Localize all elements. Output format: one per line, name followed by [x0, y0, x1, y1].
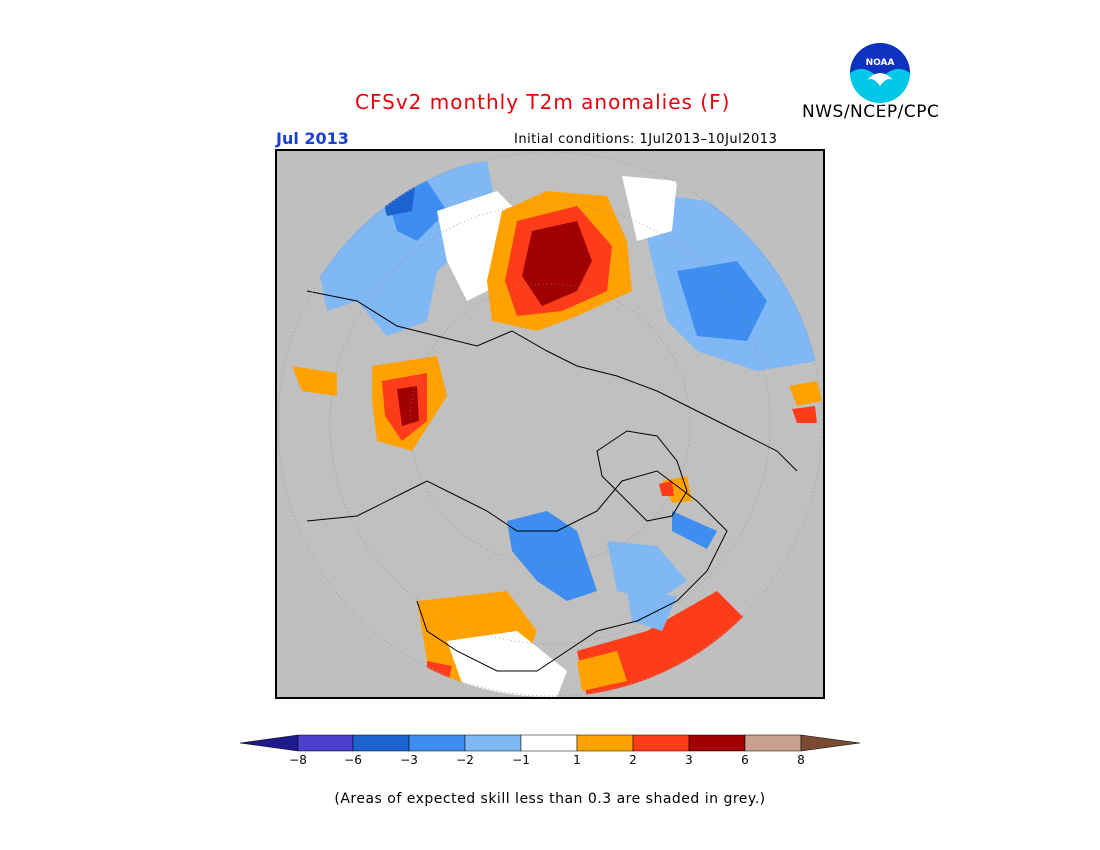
latitude-circle-inner: [409, 283, 691, 565]
forecast-month-label: Jul 2013: [276, 129, 349, 148]
colorbar-bin-6: [576, 734, 634, 752]
colorbar-bin-3: [408, 734, 466, 752]
anomaly-region-iberia-warmer: [792, 406, 817, 423]
colorbar-tick-label: −2: [456, 753, 474, 767]
coastline-eurasia: [306, 290, 798, 472]
coastline-north-america: [306, 470, 728, 672]
colorbar-tick-label: 8: [797, 753, 805, 767]
anomaly-region-alaska-hot: [397, 386, 419, 426]
anomaly-region-bering-warm: [292, 366, 337, 396]
skill-footnote: (Areas of expected skill less than 0.3 a…: [334, 791, 766, 807]
colorbar: [239, 733, 862, 753]
anomaly-region-east-canada-cool: [627, 591, 677, 631]
colorbar-bin-8: [688, 734, 746, 752]
anomaly-region-eastern-us-warm2: [577, 651, 627, 691]
colorbar-bin-9: [744, 734, 802, 752]
coastline-greenland: [596, 430, 688, 522]
initial-conditions-label: Initial conditions: 1Jul2013–10Jul2013: [514, 132, 778, 147]
anomaly-region-europe-neutral: [622, 176, 677, 241]
colorbar-bin-7: [632, 734, 690, 752]
colorbar-tick-label: 6: [741, 753, 749, 767]
colorbar-tick-label: −1: [512, 753, 530, 767]
anomaly-region-europe-cooler: [677, 261, 767, 341]
colorbar-tick-label: 1: [573, 753, 581, 767]
colorbar-bin-2: [352, 734, 410, 752]
colorbar-tick-label: −3: [400, 753, 418, 767]
latitude-circle-outer: [329, 203, 771, 645]
colorbar-tick-label: 3: [685, 753, 693, 767]
anomaly-region-hudson-bay-cool: [607, 541, 687, 601]
colorbar-tick-label: −6: [344, 753, 362, 767]
globe-outline: [277, 151, 823, 697]
anomaly-region-arctic-archipelago-cool: [507, 511, 597, 601]
colorbar-arrow-low: [239, 734, 299, 752]
anomaly-region-greenland-cool: [672, 511, 717, 549]
anomaly-region-canada-neutral: [447, 631, 567, 697]
anomaly-region-iberia-warm: [789, 381, 822, 406]
noaa-logo: NOAA: [847, 40, 913, 106]
colorbar-bin-4: [464, 734, 522, 752]
agency-label: NWS/NCEP/CPC: [802, 102, 940, 122]
polar-map: [275, 149, 825, 699]
colorbar-tick-label: −8: [289, 753, 307, 767]
colorbar-bin-1: [297, 734, 354, 752]
colorbar-tick-label: 2: [629, 753, 637, 767]
anomaly-region-western-russia-hot: [522, 221, 592, 306]
noaa-logo-text: NOAA: [866, 58, 895, 68]
chart-title: CFSv2 monthly T2m anomalies (F): [355, 90, 731, 114]
colorbar-bin-5: [520, 734, 578, 752]
colorbar-arrow-high: [800, 734, 861, 752]
anomaly-region-greenland-warmer: [659, 481, 674, 496]
